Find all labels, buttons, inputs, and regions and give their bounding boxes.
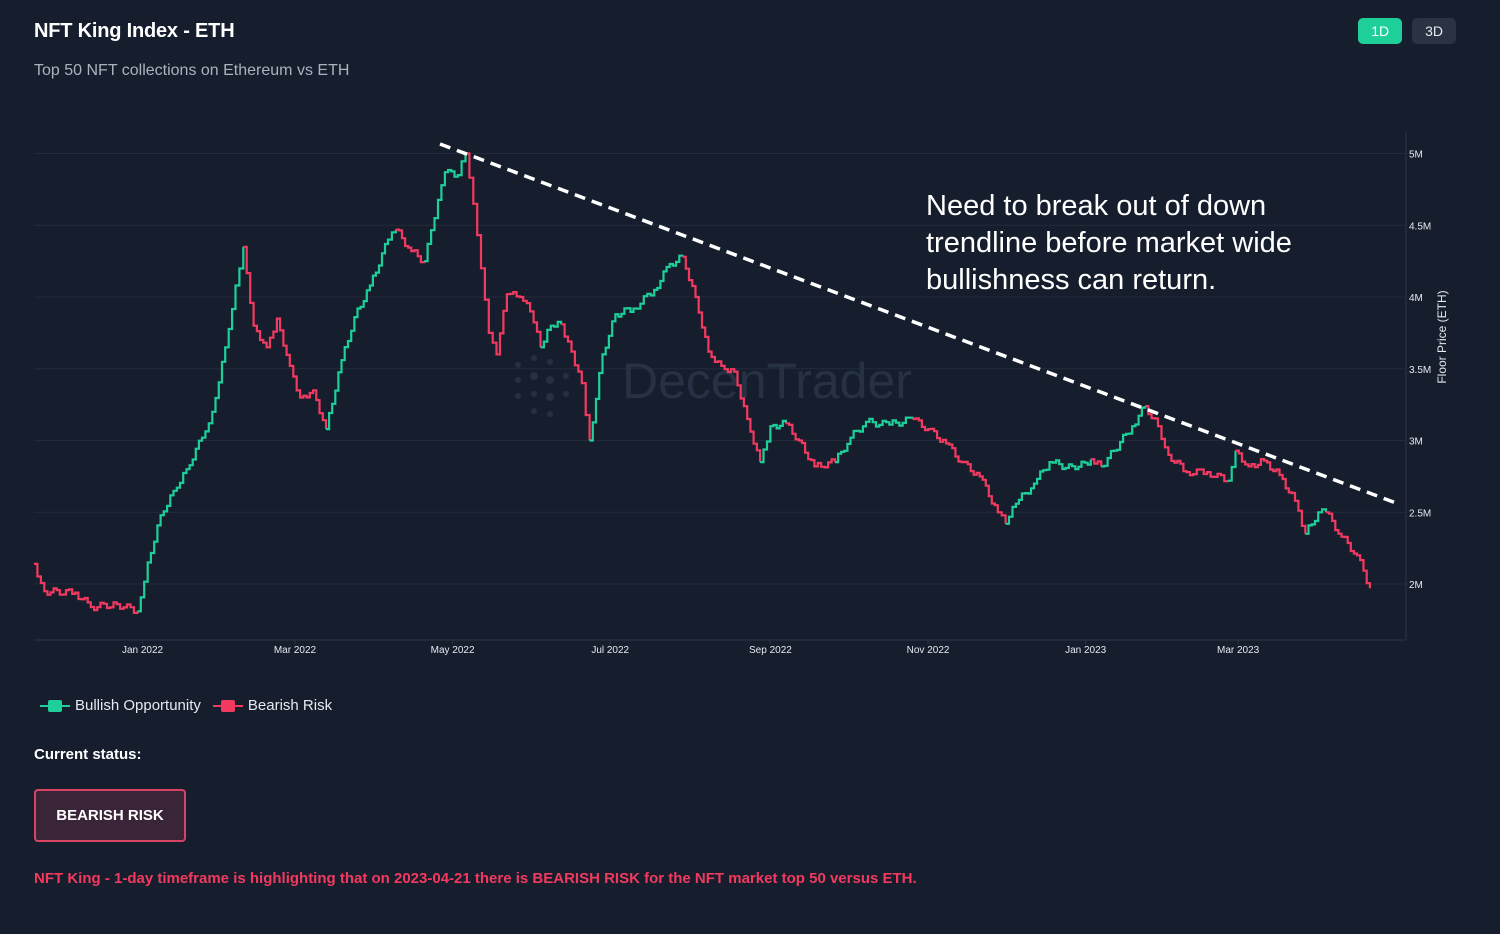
- legend-swatch-bullish: [40, 699, 70, 713]
- series-segment-bullish: [424, 153, 467, 263]
- series-segment-bearish: [1326, 511, 1371, 589]
- series-segment-bearish: [34, 562, 139, 614]
- series-segment-bullish: [540, 320, 563, 349]
- series-segment-bearish: [1235, 449, 1307, 534]
- series-segment-bearish: [395, 228, 426, 264]
- series-lines: [34, 152, 1371, 614]
- timeframe-selector: 1D 3D: [1358, 18, 1456, 44]
- chart-annotation: Need to break out of down trendline befo…: [926, 190, 1292, 296]
- annotation-line-2: trendline before market wide: [926, 227, 1292, 259]
- series-segment-bullish: [1305, 508, 1328, 535]
- page-subtitle: Top 50 NFT collections on Ethereum vs ET…: [34, 62, 350, 79]
- y-tick-label: 4.5M: [1409, 221, 1431, 232]
- series-segment-bearish: [561, 323, 591, 441]
- series-segment-bullish: [326, 229, 397, 431]
- y-tick-label: 5M: [1409, 150, 1423, 161]
- legend-item-bearish[interactable]: Bearish Risk: [212, 697, 333, 714]
- y-tick-label: 3M: [1409, 437, 1423, 448]
- timeframe-1d-button[interactable]: 1D: [1358, 18, 1403, 44]
- watermark: DecenTrader: [515, 353, 912, 417]
- series-segment-bullish: [137, 246, 245, 613]
- x-tick-label: Mar 2022: [274, 645, 317, 656]
- x-tick-label: May 2022: [431, 645, 475, 656]
- x-tick-label: Mar 2023: [1217, 645, 1260, 656]
- x-tick-label: Sep 2022: [749, 645, 792, 656]
- y-tick-label: 2M: [1409, 580, 1423, 591]
- x-tick-label: Jan 2022: [122, 645, 164, 656]
- x-tick-label: Jul 2022: [591, 645, 629, 656]
- legend-swatch-bearish: [212, 699, 243, 713]
- x-axis-ticks: Jan 2022 Mar 2022 May 2022 Jul 2022 Sep 2022…: [122, 640, 1260, 656]
- series-segment-bearish: [682, 255, 762, 463]
- series-segment-bullish: [1005, 459, 1092, 525]
- down-trendline: [439, 142, 1397, 505]
- y-tick-label: 3.5M: [1409, 365, 1431, 376]
- watermark-text: DecenTrader: [622, 353, 912, 409]
- annotation-line-3: bullishness can return.: [926, 264, 1216, 296]
- timeframe-3d-button[interactable]: 3D: [1412, 18, 1456, 44]
- series-segment-bearish: [465, 152, 542, 356]
- y-axis-ticks: 2M 2.5M 3M 3.5M 4M 4.5M 5M: [1409, 150, 1431, 592]
- series-segment-bearish: [1145, 405, 1229, 483]
- series-segment-bearish: [1090, 458, 1103, 467]
- x-tick-label: Nov 2022: [907, 645, 950, 656]
- series-segment-bullish: [835, 416, 914, 464]
- page-title: NFT King Index - ETH: [34, 20, 235, 42]
- grid-lines: [34, 153, 1406, 585]
- current-status-label: Current status:: [34, 746, 142, 763]
- price-chart[interactable]: DecenTrader Jan 2022 Mar 2022 May 2022 Jul …: [0, 100, 1500, 660]
- legend-label-bullish: Bullish Opportunity: [75, 697, 201, 714]
- series-segment-bullish: [1227, 450, 1237, 482]
- legend-label-bearish: Bearish Risk: [247, 697, 333, 714]
- y-tick-label: 4M: [1409, 293, 1423, 304]
- status-description: NFT King - 1-day timeframe is highlighti…: [34, 870, 917, 887]
- x-tick-label: Jan 2023: [1065, 645, 1107, 656]
- watermark-logo-icon: [515, 355, 569, 417]
- series-segment-bullish: [589, 254, 684, 442]
- chart-legend: Bullish Opportunity Bearish Risk: [40, 697, 344, 714]
- series-segment-bearish: [912, 417, 1007, 524]
- series-segment-bearish: [785, 422, 837, 469]
- series-segment-bullish: [760, 419, 787, 464]
- y-axis-label: Floor Price (ETH): [1435, 290, 1449, 383]
- annotation-line-1: Need to break out of down: [926, 190, 1266, 222]
- series-segment-bullish: [1101, 406, 1147, 468]
- series-segment-bearish: [243, 245, 328, 430]
- status-badge: BEARISH RISK: [34, 789, 186, 842]
- legend-item-bullish[interactable]: Bullish Opportunity: [40, 697, 201, 714]
- axes: [34, 132, 1407, 641]
- y-tick-label: 2.5M: [1409, 508, 1431, 519]
